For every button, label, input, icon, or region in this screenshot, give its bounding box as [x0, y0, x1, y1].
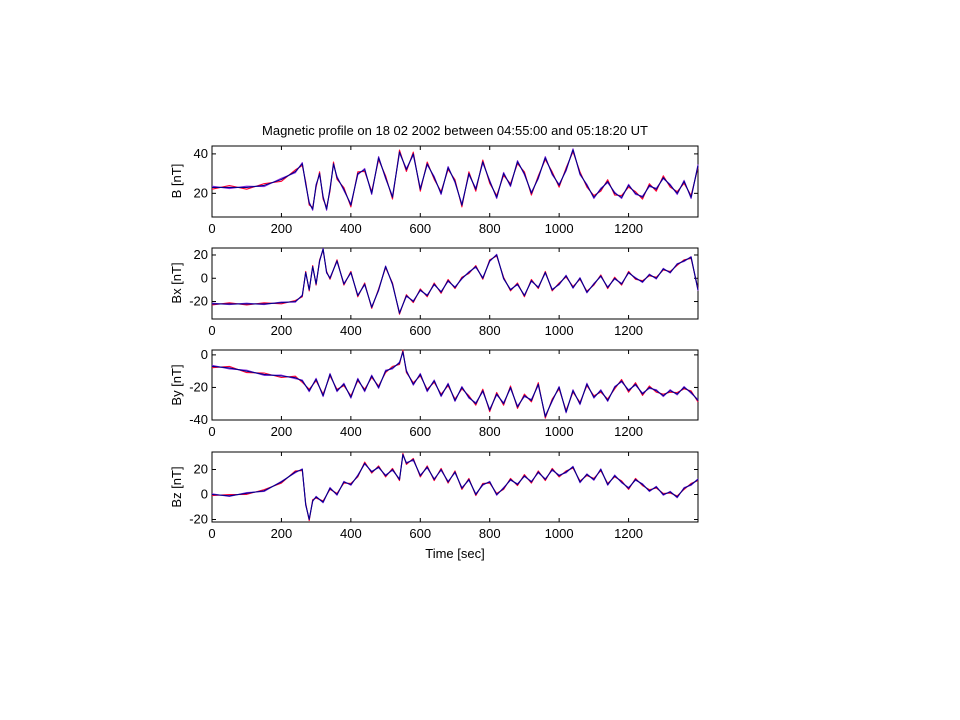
- panel-bz-ylabel: Bz [nT]: [169, 466, 184, 507]
- panel-b-xtick-label: 800: [479, 221, 501, 236]
- panel-b: B [nT] 0 200 400 600 800 1000 1200 20 40: [169, 145, 699, 236]
- panel-bx-xtick-label: 400: [340, 323, 362, 338]
- panel-by-ylabel: By [nT]: [169, 364, 184, 405]
- panel-b-xtick-label: 1200: [614, 221, 643, 236]
- panel-bz-ytick-label: 20: [194, 462, 208, 477]
- panel-bz-xtick-label: 400: [340, 526, 362, 541]
- panel-bx-ytick-label: 20: [194, 247, 208, 262]
- panel-bz-series-line: [211, 454, 699, 520]
- panel-bz-xtick-label: 600: [409, 526, 431, 541]
- panel-by-xtick-label: 200: [271, 424, 293, 439]
- panel-b-xtick-label: 1000: [545, 221, 574, 236]
- panel-bx-series-line: [211, 249, 699, 315]
- panel-bx-ytick-label: -20: [189, 294, 208, 309]
- panel-by-xtick-label: 600: [409, 424, 431, 439]
- panel-b-ytick-label: 20: [194, 185, 208, 200]
- panel-b-xtick-label: 0: [208, 221, 215, 236]
- panel-b-ytick-label: 40: [194, 146, 208, 161]
- panel-by-xtick-label: 0: [208, 424, 215, 439]
- panel-b-series-line: [211, 149, 699, 208]
- panel-b-marks: 0 200 400 600 800 1000 1200 20 40: [194, 146, 699, 236]
- panel-bx-series-line: [212, 248, 699, 314]
- panel-bx-xtick-label: 1000: [545, 323, 574, 338]
- panel-by-ytick-label: -40: [189, 412, 208, 427]
- panel-bx-xtick-label: 200: [271, 323, 293, 338]
- panel-b-xtick-label: 200: [271, 221, 293, 236]
- panel-bz-ytick-label: -20: [189, 512, 208, 527]
- panel-bz-series-line: [211, 452, 699, 522]
- panel-bz-xtick-label: 0: [208, 526, 215, 541]
- panel-bx-xtick-label: 0: [208, 323, 215, 338]
- panel-bz-xtick-label: 1000: [545, 526, 574, 541]
- panel-b-ylabel: B [nT]: [169, 164, 184, 199]
- panel-by: By [nT] 0 200 400 600 800 1000 1200 -40 -20 0: [169, 347, 699, 439]
- panel-bz-series-line: [211, 453, 699, 521]
- panel-bx-ytick-label: 0: [201, 270, 208, 285]
- panel-by-xtick-label: 1000: [545, 424, 574, 439]
- panel-b-series-line: [212, 149, 699, 210]
- panel-bx-xtick-label: 600: [409, 323, 431, 338]
- panel-by-ytick-label: -20: [189, 379, 208, 394]
- panel-by-series-line: [211, 349, 699, 419]
- panel-b-xtick-label: 400: [340, 221, 362, 236]
- panel-by-xtick-label: 400: [340, 424, 362, 439]
- panel-bz-xtick-label: 800: [479, 526, 501, 541]
- panel-b-frame: [211, 145, 699, 218]
- panel-by-series-line: [211, 351, 699, 418]
- panel-bz-ytick-label: 0: [201, 487, 208, 502]
- panel-by-xtick-label: 800: [479, 424, 501, 439]
- x-axis-label: Time [sec]: [425, 546, 484, 561]
- panel-bx-ylabel: Bx [nT]: [169, 262, 184, 303]
- panel-by-marks: 0 200 400 600 800 1000 1200 -40 -20 0: [189, 347, 699, 439]
- panel-bz-frame: [211, 451, 699, 523]
- chart-title: Magnetic profile on 18 02 2002 between 0…: [262, 123, 648, 138]
- panel-bz-xtick-label: 1200: [614, 526, 643, 541]
- panel-by-xtick-label: 1200: [614, 424, 643, 439]
- panel-by-ytick-label: 0: [201, 347, 208, 362]
- panel-by-frame: [211, 349, 699, 421]
- panel-bx-frame: [211, 247, 699, 320]
- panel-bx-xtick-label: 800: [479, 323, 501, 338]
- panel-bx-xtick-label: 1200: [614, 323, 643, 338]
- panel-by-series-line: [211, 352, 699, 417]
- panel-bz-xtick-label: 200: [271, 526, 293, 541]
- panel-b-xtick-label: 600: [409, 221, 431, 236]
